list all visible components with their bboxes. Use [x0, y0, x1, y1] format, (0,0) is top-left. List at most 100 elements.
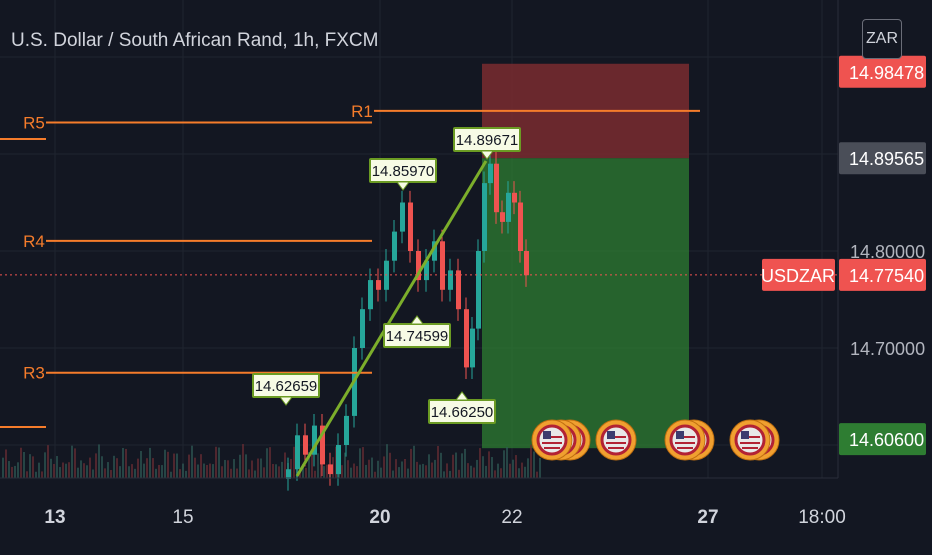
price-tag-bg: [839, 55, 926, 88]
volume-bar: [131, 464, 133, 478]
volume-bar: [398, 467, 400, 478]
volume-bar: [26, 471, 28, 478]
candle-body[interactable]: [368, 280, 373, 310]
price-callout[interactable]: 14.89671: [453, 127, 521, 160]
price-tag-text: 14.60600: [849, 430, 924, 450]
volume-bar: [431, 462, 433, 478]
candlesticks[interactable]: [286, 152, 529, 491]
volume-bar: [524, 466, 526, 478]
volume-bar: [38, 462, 40, 478]
volume-bar: [215, 446, 217, 478]
candle-body[interactable]: [392, 231, 397, 261]
x-tick-label: 18:00: [798, 507, 846, 528]
candle-body[interactable]: [524, 251, 529, 276]
candle-body[interactable]: [494, 163, 499, 213]
volume-bar: [317, 453, 319, 478]
candle-body[interactable]: [408, 202, 413, 252]
volume-bar: [248, 469, 250, 478]
candle-body[interactable]: [456, 270, 461, 310]
volume-bar: [137, 458, 139, 478]
candle-body[interactable]: [476, 251, 481, 329]
candle-body[interactable]: [336, 445, 341, 475]
price-tag-bg: [839, 142, 926, 175]
volume-bar: [23, 451, 25, 478]
volume-bar: [419, 464, 421, 478]
candle-body[interactable]: [320, 425, 325, 465]
volume-bar: [437, 445, 439, 478]
us-flag-coin-icon[interactable]: [729, 419, 780, 461]
chart-title: U.S. Dollar / South African Rand, 1h, FX…: [11, 30, 379, 51]
candle-body[interactable]: [400, 202, 405, 232]
callout-pointer: [279, 396, 293, 406]
candle-body[interactable]: [328, 464, 333, 475]
callout-pointer: [410, 315, 424, 325]
reward-zone[interactable]: [482, 158, 689, 449]
price-callout[interactable]: 14.85970: [369, 158, 437, 191]
x-tick-label: 22: [501, 507, 522, 528]
price-tag-target[interactable]: 14.98478: [839, 55, 926, 88]
volume-bar: [428, 454, 430, 478]
candle-body[interactable]: [295, 435, 300, 470]
flag-canton: [676, 431, 684, 439]
callout-text: 14.89671: [456, 132, 519, 149]
volume-bar: [251, 460, 253, 478]
candle-body[interactable]: [312, 425, 317, 455]
candle-body[interactable]: [488, 163, 493, 184]
candle-body[interactable]: [448, 270, 453, 290]
volume-bar: [104, 468, 106, 478]
pivot-label-r4: R4: [23, 232, 45, 251]
price-callout[interactable]: 14.74599: [383, 315, 451, 348]
volume-bar: [110, 470, 112, 478]
price-callout[interactable]: 14.66250: [428, 391, 496, 424]
currency-button[interactable]: ZAR: [862, 19, 902, 59]
candle-body[interactable]: [482, 183, 487, 251]
candle-body[interactable]: [303, 435, 308, 455]
candle-body[interactable]: [464, 309, 469, 368]
volume-bar: [29, 454, 31, 478]
price-tag-entry[interactable]: 14.89565: [839, 142, 926, 175]
candle-body[interactable]: [424, 260, 429, 281]
us-flag-coin-icon[interactable]: [595, 419, 637, 461]
volume-bar: [164, 449, 166, 478]
volume-bar: [20, 447, 22, 478]
x-tick-label: 27: [697, 507, 718, 528]
volume-bar: [83, 463, 85, 478]
candle-body[interactable]: [344, 415, 349, 445]
candle-body[interactable]: [360, 309, 365, 348]
us-flag-coin-icon[interactable]: [531, 419, 591, 461]
pivot-label-r1: R1: [351, 102, 373, 121]
candle-body[interactable]: [440, 241, 445, 290]
candle-body[interactable]: [286, 469, 291, 479]
volume-bar: [407, 468, 409, 478]
candle-body[interactable]: [500, 212, 505, 222]
candle-body[interactable]: [470, 328, 475, 368]
volume-bar: [347, 460, 349, 478]
callout-pointer: [480, 150, 494, 160]
volume-bar: [533, 451, 535, 478]
price-tag-stop[interactable]: 14.60600: [839, 423, 926, 456]
volume-bar: [503, 450, 505, 478]
price-callout[interactable]: 14.62659: [252, 373, 320, 406]
callout-text: 14.62659: [255, 378, 318, 395]
volume-bar: [56, 456, 58, 478]
volume-bar: [206, 465, 208, 478]
volume-bar: [68, 462, 70, 478]
candle-body[interactable]: [432, 241, 437, 261]
volume-bar: [536, 471, 538, 478]
volume-bar: [500, 468, 502, 478]
candle-body[interactable]: [506, 192, 511, 222]
candle-body[interactable]: [518, 202, 523, 252]
price-tag-last[interactable]: 14.77540 USDZAR: [761, 258, 926, 291]
candle-body[interactable]: [416, 251, 421, 281]
volume-bar: [530, 444, 532, 478]
volume-bar: [236, 468, 238, 478]
volume-bar: [158, 464, 160, 478]
candle-body[interactable]: [376, 280, 381, 290]
candle-body[interactable]: [512, 192, 517, 203]
volume-bar: [449, 470, 451, 478]
volume-bar: [200, 454, 202, 478]
trend-line[interactable]: [295, 160, 488, 477]
us-flag-coin-icon[interactable]: [664, 419, 715, 461]
